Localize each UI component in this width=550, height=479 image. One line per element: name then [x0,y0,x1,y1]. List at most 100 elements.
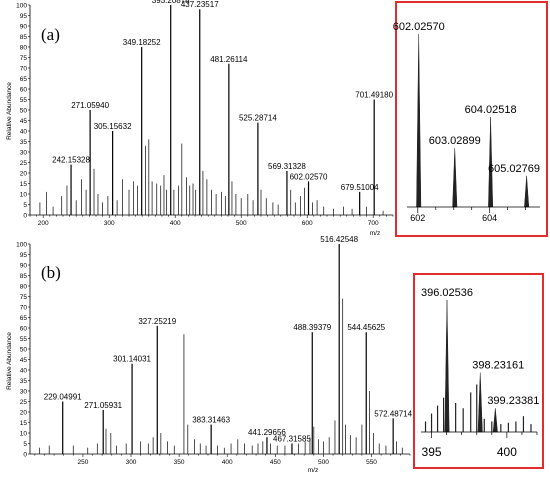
inset-peak-label: 399.23381 [487,395,539,407]
peak-label: 701.49180 [355,91,393,100]
peak-label: 544.45625 [347,323,385,332]
y-tick-label: 90 [20,23,28,30]
y-tick-label: 85 [20,34,28,41]
y-tick-label: 30 [20,388,28,395]
peak-label: 467.31585 [273,435,311,444]
peak-label: 525.28714 [239,114,277,123]
peak-label: 242.15328 [52,156,90,165]
x-tick-label: 450 [270,459,281,466]
y-tick-label: 80 [20,44,28,51]
x-tick-label: 200 [38,220,49,227]
inset-tick-label: 602 [410,213,425,223]
peak-label: 229.04991 [44,393,82,402]
y-tick-label: 100 [16,2,27,9]
panel-b-inset-minor-peaks [424,384,532,432]
x-tick-label: 700 [368,220,379,227]
panel-a-minor-peaks [39,139,384,215]
inset-tick-label: 395 [422,445,442,459]
y-tick-label: 25 [20,399,28,406]
panel-b-inset-axis: 395 400 [421,431,538,459]
panel-b-inset-peak-labels: 396.02536 398.23161 399.23381 [421,287,539,407]
y-tick-label: 90 [20,262,28,269]
x-tick-label: 300 [104,220,115,227]
peak-label: 305.15632 [94,122,132,131]
peak-label: 488.39379 [293,323,331,332]
panel-b-label: (b) [41,263,61,282]
y-tick-label: 65 [20,76,28,83]
panel-b-labeled-peaks [62,244,394,454]
y-tick-label: 60 [20,86,28,93]
y-tick-label: 0 [23,212,27,219]
x-tick-label: 400 [222,459,233,466]
panel-b-inset-frame [413,273,544,469]
panel-a-inset-peaks [416,33,530,208]
panel-b-x-axis: 250 300 350 400 450 500 550 [30,453,411,466]
panel-b-ylabel: Relative Abundance [6,332,13,390]
y-tick-label: 50 [20,346,28,353]
x-tick-label: 250 [77,459,88,466]
peak-label: 441.29656 [248,428,286,437]
peak-label: 383.31463 [192,416,230,425]
y-tick-label: 10 [20,430,28,437]
y-tick-label: 15 [20,420,28,427]
inset-peak-label: 604.02518 [465,104,517,116]
peak-label: 349.18252 [123,38,161,47]
inset-peak-label: 602.02570 [393,21,445,33]
inset-peak-399.23381 [492,408,498,433]
y-tick-label: 55 [20,97,28,104]
inset-tick-label: 400 [497,445,517,459]
y-tick-label: 100 [16,241,27,248]
x-tick-label: 400 [170,220,181,227]
peak-label: 679.51004 [341,183,379,192]
y-tick-label: 20 [20,409,28,416]
panel-b-peak-labels: 516.42548 327.25219 488.39379 544.45625 301.… [44,235,413,444]
y-tick-label: 5 [23,441,27,448]
peak-label: 271.05940 [71,101,109,110]
panel-a-inset-axis: 602 604 [407,206,540,223]
x-tick-label: 500 [236,220,247,227]
peak-label: 271.05931 [84,401,122,410]
y-tick-label: 85 [20,273,28,280]
x-tick-label: 500 [318,459,329,466]
peak-label: 481.26114 [210,55,248,64]
panel-a-labeled-peaks [70,5,375,215]
peak-label: 602.02570 [290,172,328,181]
inset-peak-398.23161 [477,372,483,433]
x-tick-label: 600 [302,220,313,227]
panel-b-inset: 396.02536 398.23161 399.23381 395 400 [413,273,544,469]
panel-a-inset-frame [395,1,548,237]
y-tick-label: 95 [20,13,28,20]
peak-label: 393.20878 [152,0,190,5]
y-tick-label: 40 [20,367,28,374]
panel-a-inset-peak-labels: 602.02570 603.02899 604.02518 605.02769 [393,21,540,175]
inset-tick-label: 604 [482,213,497,223]
y-tick-label: 75 [20,55,28,62]
inset-peak-label: 605.02769 [488,163,540,175]
x-tick-label: 350 [174,459,185,466]
y-tick-label: 45 [20,357,28,364]
y-tick-label: 65 [20,315,28,322]
peak-label: 569.31328 [268,162,306,171]
inset-peak-602.02570 [416,33,422,208]
inset-peak-603.02899 [452,148,458,208]
y-tick-label: 30 [20,149,28,156]
panel-a-y-axis: 0 5 10 15 20 25 30 35 40 45 50 55 60 65 70 75 80 85 90 95 10… [16,2,31,219]
panel-a-xlabel: m/z [370,230,380,237]
peak-label: 572.48714 [374,409,412,418]
inset-peak-396.02536 [444,299,450,433]
panel-b-xlabel: m/z [308,467,318,474]
panel-a-label: (a) [41,25,60,44]
panel-b-inset-peaks [444,299,498,433]
y-tick-label: 50 [20,107,28,114]
y-tick-label: 15 [20,181,28,188]
y-tick-label: 35 [20,378,28,385]
y-tick-label: 80 [20,283,28,290]
panel-b: (b) Relative Abundance m/z 0 5 10 15 20 25 30 3… [6,235,413,474]
y-tick-label: 40 [20,128,28,135]
inset-peak-605.02769 [524,175,530,208]
panel-a-ylabel: Relative Abundance [6,82,13,140]
panel-b-minor-peaks [39,298,403,454]
y-tick-label: 35 [20,139,28,146]
